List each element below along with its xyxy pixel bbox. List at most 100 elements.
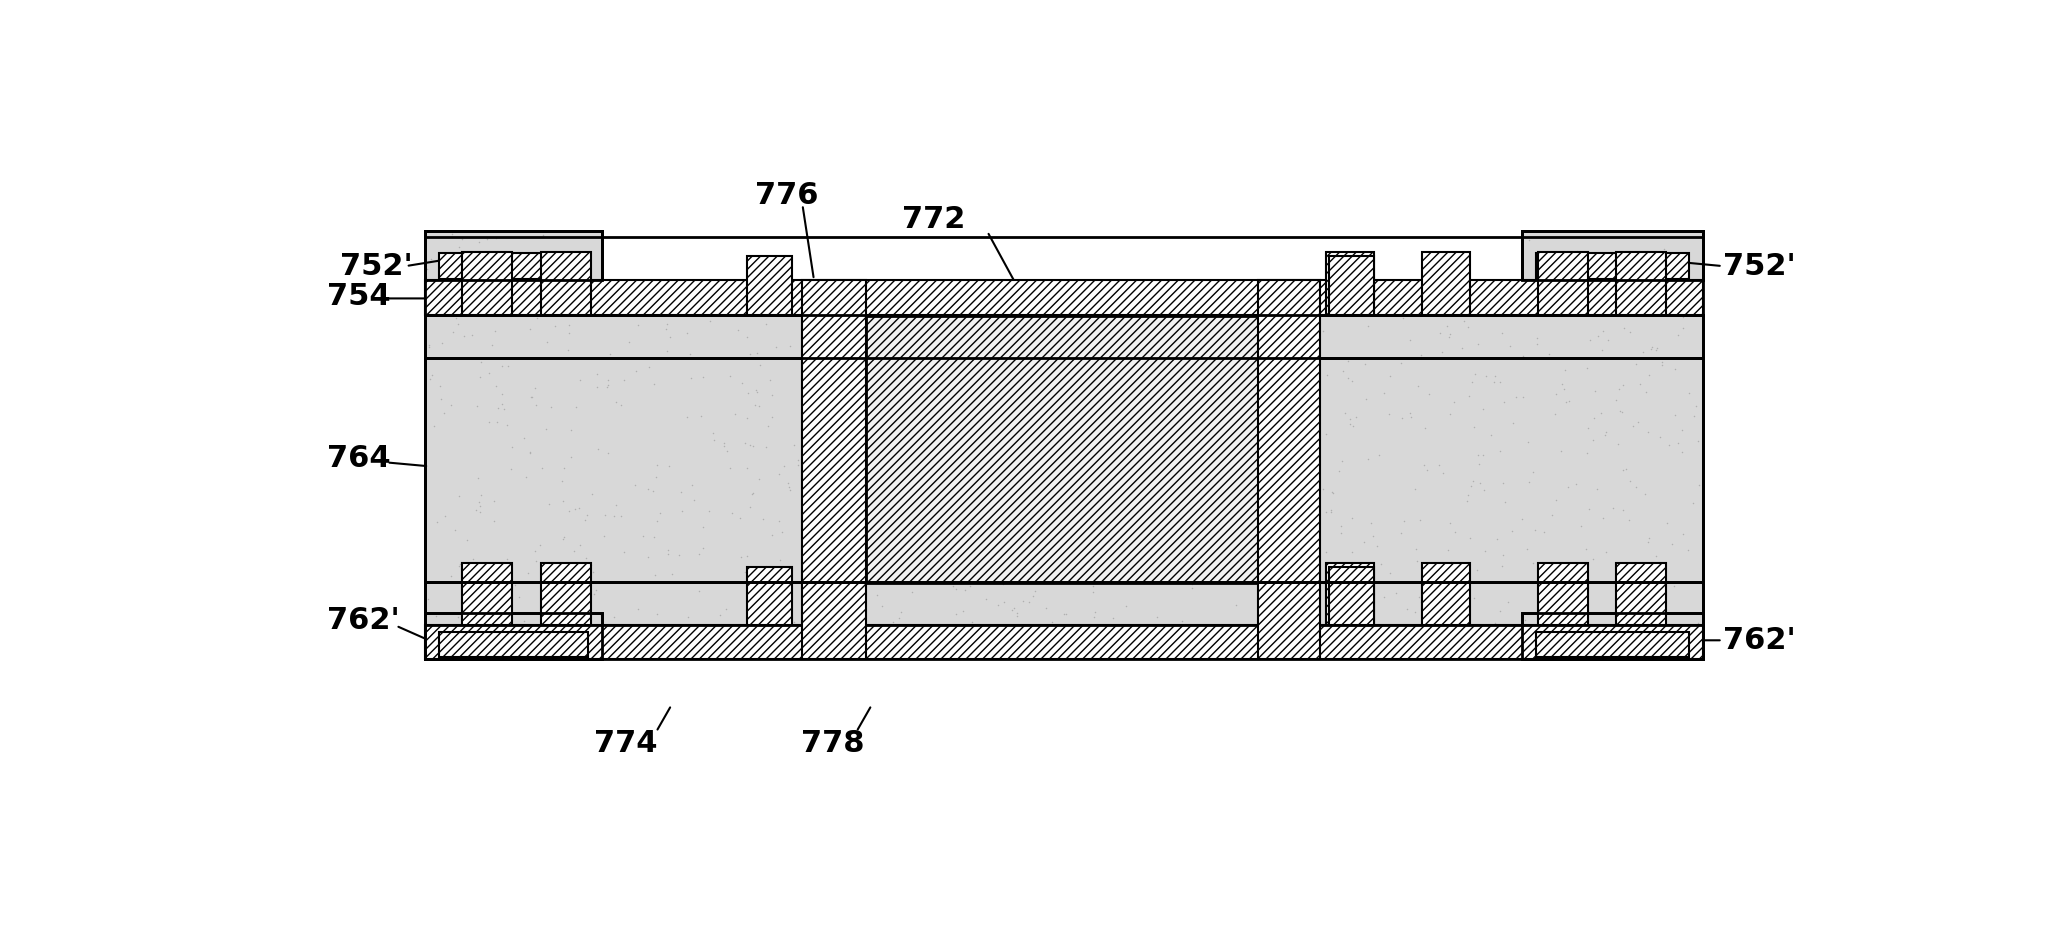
- Point: [1328, 406, 1361, 421]
- Point: [1457, 474, 1490, 488]
- Point: [1399, 482, 1432, 497]
- Point: [924, 547, 957, 562]
- Point: [461, 398, 494, 413]
- Point: [808, 507, 841, 522]
- Point: [1029, 324, 1062, 339]
- Point: [626, 528, 659, 543]
- Point: [415, 367, 448, 382]
- Point: [457, 551, 490, 566]
- Point: [1297, 416, 1331, 431]
- Point: [1217, 379, 1250, 394]
- Point: [1616, 418, 1649, 433]
- Point: [426, 335, 459, 350]
- Point: [1452, 319, 1485, 334]
- Point: [1016, 589, 1050, 604]
- Point: [864, 470, 897, 485]
- Point: [1043, 491, 1076, 506]
- Point: [1314, 485, 1347, 500]
- Point: [746, 512, 779, 527]
- Point: [696, 426, 729, 441]
- Bar: [1523, 232, 1702, 280]
- Point: [839, 548, 872, 563]
- Point: [1262, 584, 1295, 599]
- Point: [1426, 344, 1459, 359]
- Point: [419, 627, 452, 642]
- Point: [463, 499, 496, 514]
- Point: [481, 401, 514, 416]
- Point: [1275, 521, 1308, 536]
- Point: [822, 427, 855, 442]
- Point: [1485, 325, 1519, 340]
- Point: [818, 405, 851, 420]
- Text: 774: 774: [593, 729, 657, 758]
- Point: [1539, 262, 1572, 276]
- Point: [661, 547, 694, 562]
- Point: [1405, 594, 1438, 609]
- Bar: [541, 252, 591, 316]
- Point: [1231, 492, 1264, 507]
- Point: [996, 602, 1029, 617]
- Point: [653, 459, 686, 474]
- Point: [777, 438, 810, 453]
- Point: [1099, 382, 1132, 397]
- Point: [1229, 463, 1262, 478]
- Point: [527, 581, 560, 596]
- Point: [1349, 356, 1382, 371]
- Point: [1580, 481, 1614, 496]
- Point: [804, 610, 837, 625]
- Point: [1010, 417, 1043, 432]
- Point: [446, 329, 479, 344]
- Point: [1281, 462, 1314, 477]
- Point: [1434, 516, 1467, 531]
- Point: [1667, 320, 1700, 335]
- Point: [1262, 370, 1295, 385]
- Point: [1043, 537, 1076, 552]
- Point: [1109, 373, 1142, 388]
- Point: [1159, 423, 1192, 438]
- Point: [1310, 427, 1343, 442]
- Point: [719, 406, 752, 421]
- Point: [985, 483, 1019, 498]
- Point: [508, 614, 541, 629]
- Point: [1097, 611, 1130, 626]
- Point: [1603, 403, 1636, 418]
- Bar: [748, 567, 791, 625]
- Point: [490, 417, 523, 432]
- Bar: [1326, 563, 1374, 625]
- Point: [477, 493, 510, 508]
- Point: [1607, 502, 1640, 517]
- Point: [1116, 432, 1149, 446]
- Point: [938, 341, 971, 356]
- Point: [1446, 592, 1479, 607]
- Point: [591, 373, 624, 388]
- Point: [1512, 434, 1545, 449]
- Point: [766, 525, 800, 540]
- Point: [1583, 268, 1616, 283]
- Point: [1632, 425, 1665, 440]
- Point: [1434, 406, 1467, 421]
- Point: [1209, 474, 1242, 488]
- Point: [936, 578, 969, 593]
- Point: [1673, 386, 1707, 401]
- Point: [1271, 586, 1304, 601]
- Point: [1295, 429, 1328, 444]
- Point: [800, 511, 833, 526]
- Point: [1510, 542, 1543, 557]
- Point: [1566, 576, 1599, 591]
- Point: [1190, 391, 1223, 406]
- Point: [740, 397, 773, 412]
- Point: [568, 512, 601, 527]
- Point: [756, 528, 789, 543]
- Point: [1506, 511, 1539, 526]
- Point: [1109, 476, 1142, 491]
- Point: [473, 415, 506, 430]
- Point: [692, 503, 725, 518]
- Point: [1186, 534, 1219, 549]
- Bar: [426, 237, 1702, 316]
- Point: [833, 527, 866, 542]
- Point: [1545, 444, 1578, 459]
- Point: [529, 263, 562, 278]
- Point: [731, 330, 764, 345]
- Point: [1572, 502, 1605, 517]
- Point: [707, 439, 740, 454]
